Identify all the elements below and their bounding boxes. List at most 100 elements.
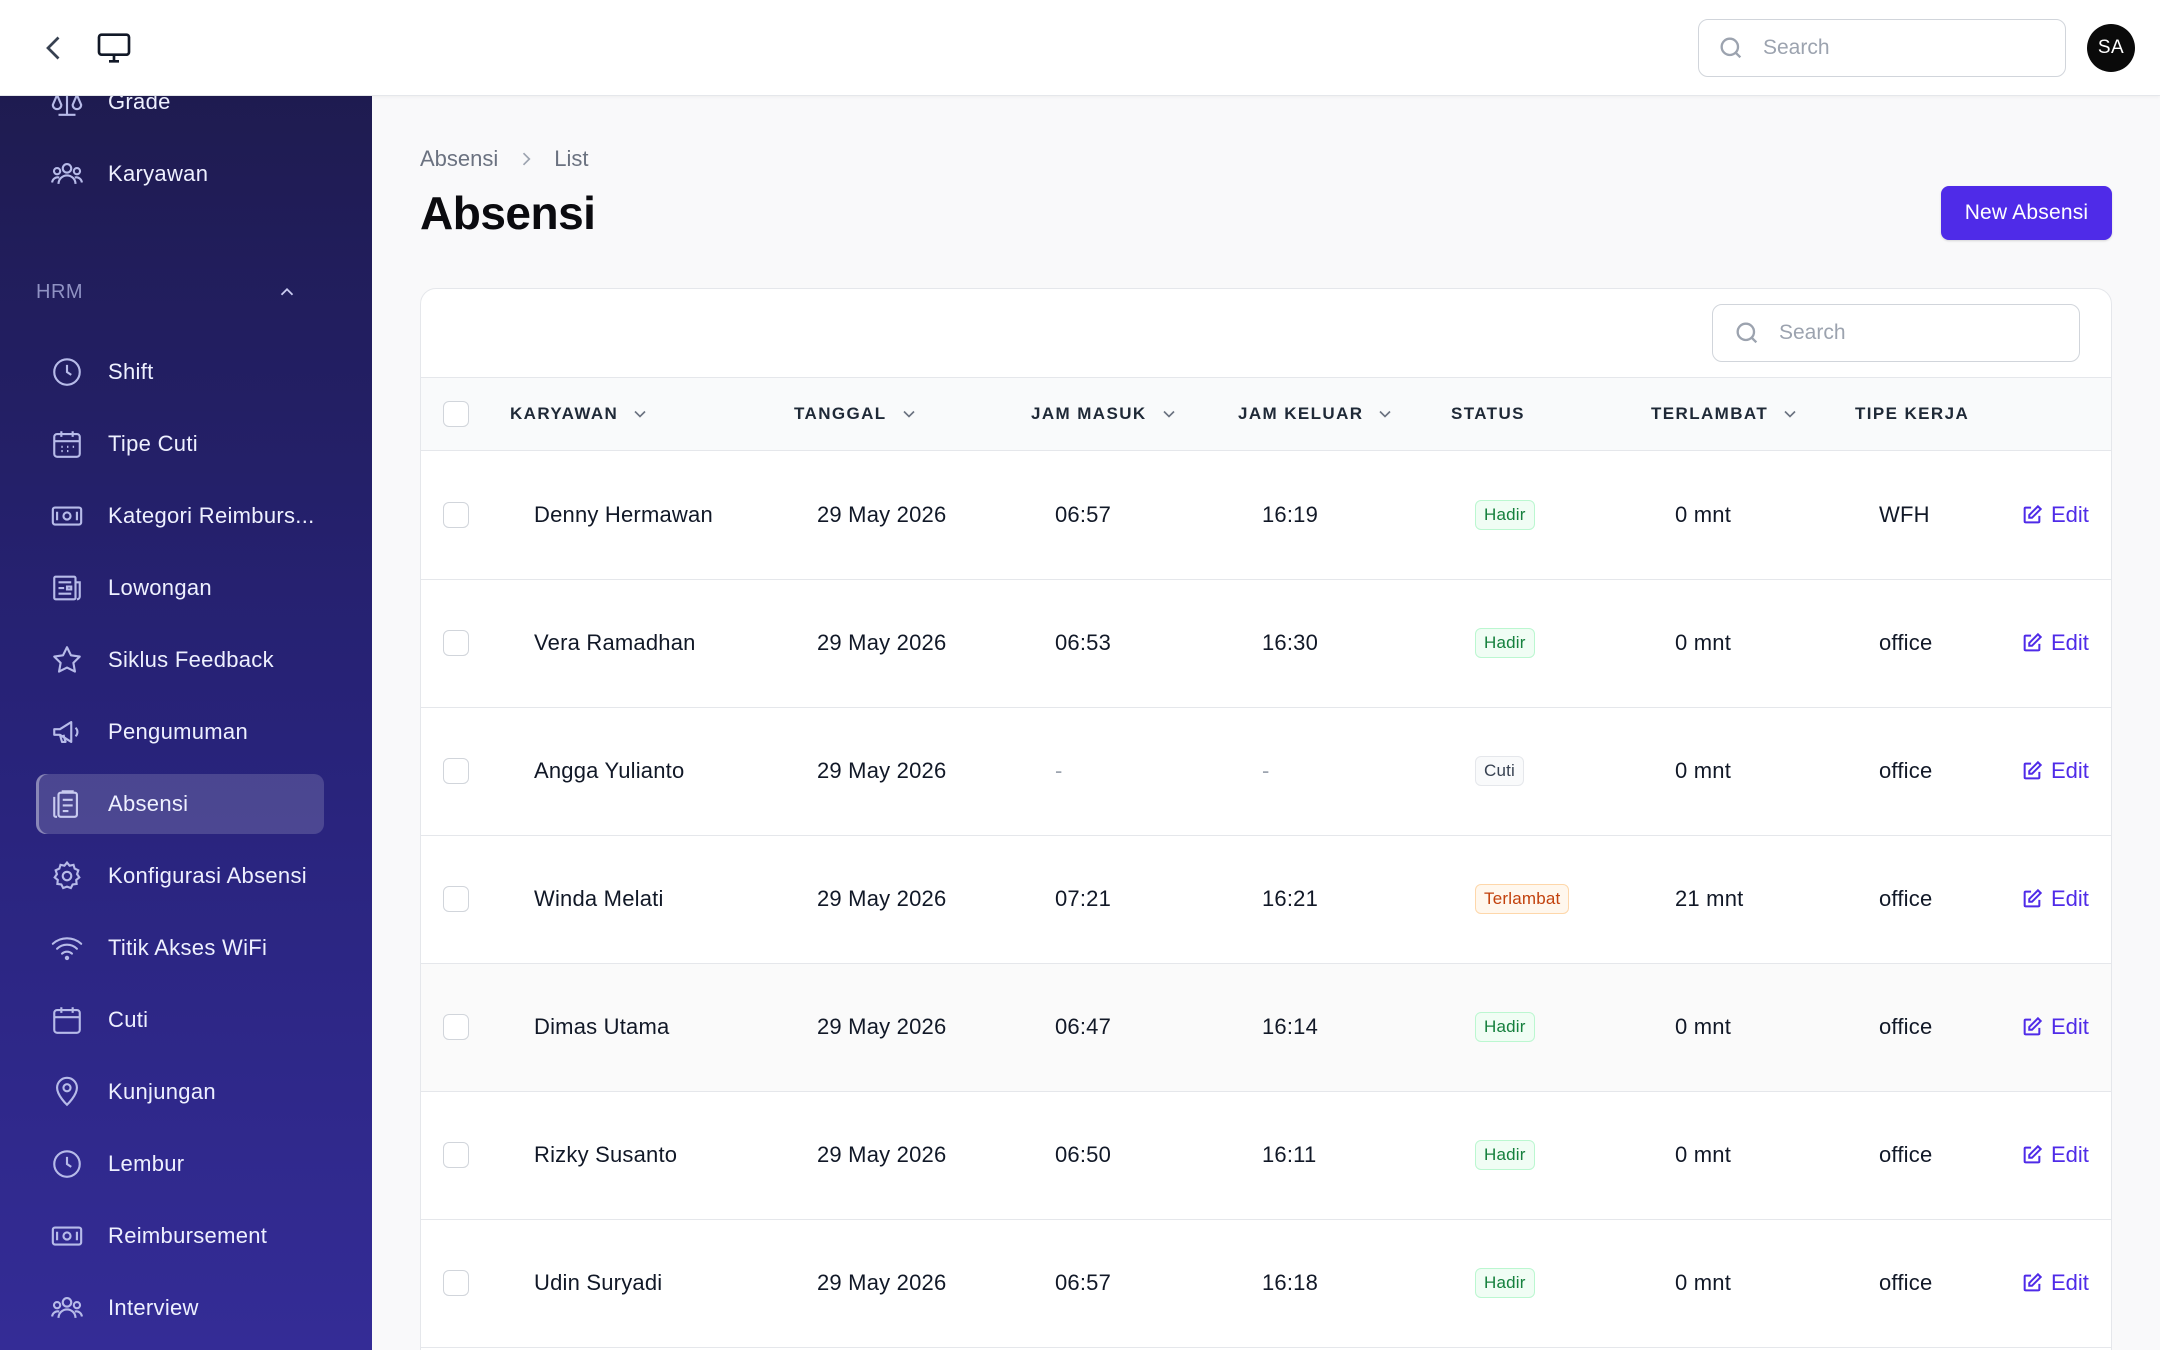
new-absensi-button[interactable]: New Absensi <box>1941 186 2112 240</box>
sidebar: Grade Karyawan HRM Shift Tipe Cuti Kateg… <box>0 0 372 1350</box>
table-search-input[interactable] <box>1779 321 2039 345</box>
cell-tipe-kerja: office <box>1879 1270 1933 1295</box>
status-badge: Terlambat <box>1475 884 1570 914</box>
cell-jam-keluar: 16:14 <box>1262 1014 1319 1039</box>
sidebar-item-lowongan[interactable]: Lowongan <box>36 558 324 618</box>
cell-jam-masuk: 07:21 <box>1055 886 1112 911</box>
sidebar-item-cuti[interactable]: Cuti <box>36 990 324 1050</box>
cell-status: Hadir <box>1475 452 1535 578</box>
monitor-icon[interactable] <box>94 28 134 68</box>
edit-label: Edit <box>2051 886 2089 911</box>
cell-jam-masuk: - <box>1055 758 1063 783</box>
chevron-down-icon <box>1375 404 1395 424</box>
sidebar-item-label: Shift <box>108 359 154 384</box>
sidebar-item-titik-akses-wifi[interactable]: Titik Akses WiFi <box>36 918 324 978</box>
cell-terlambat: 0 mnt <box>1675 502 1732 527</box>
row-checkbox[interactable] <box>443 1142 469 1168</box>
sidebar-item-tipe-cuti[interactable]: Tipe Cuti <box>36 414 324 474</box>
cell-jam-masuk: 06:47 <box>1055 1014 1112 1039</box>
edit-icon <box>2021 760 2043 782</box>
edit-icon <box>2021 504 2043 526</box>
edit-icon <box>2021 1144 2043 1166</box>
cell-karyawan: Dimas Utama <box>534 1014 670 1039</box>
edit-link[interactable]: Edit <box>2021 452 2089 578</box>
status-badge: Hadir <box>1475 1012 1535 1042</box>
row-checkbox[interactable] <box>443 630 469 656</box>
column-header-jam-masuk[interactable]: JAM MASUK <box>1031 378 1179 450</box>
cell-tanggal: 29 May 2026 <box>817 1142 947 1167</box>
users-icon <box>50 157 84 191</box>
table-row[interactable]: Udin Suryadi 29 May 2026 06:57 16:18 Hadir 0 … <box>421 1220 2111 1348</box>
edit-link[interactable]: Edit <box>2021 1092 2089 1218</box>
cell-tanggal: 29 May 2026 <box>817 758 947 783</box>
row-checkbox[interactable] <box>443 758 469 784</box>
global-search-input[interactable] <box>1763 36 2023 60</box>
table-row[interactable]: Winda Melati 29 May 2026 07:21 16:21 Terlamb… <box>421 836 2111 964</box>
sidebar-item-lembur[interactable]: Lembur <box>36 1134 324 1194</box>
cell-tipe-kerja: office <box>1879 630 1933 655</box>
sidebar-item-label: Reimbursement <box>108 1223 268 1248</box>
edit-icon <box>2021 1016 2043 1038</box>
edit-link[interactable]: Edit <box>2021 836 2089 962</box>
status-badge: Hadir <box>1475 500 1535 530</box>
cell-status: Hadir <box>1475 1092 1535 1218</box>
sidebar-item-interview[interactable]: Interview <box>36 1278 324 1338</box>
cell-karyawan: Vera Ramadhan <box>534 630 696 655</box>
sidebar-item-absensi[interactable]: Absensi <box>36 774 324 834</box>
cell-tanggal: 29 May 2026 <box>817 886 947 911</box>
column-header-jam-keluar[interactable]: JAM KELUAR <box>1238 378 1395 450</box>
cell-tipe-kerja: WFH <box>1879 502 1930 527</box>
column-header-label: JAM KELUAR <box>1238 404 1364 423</box>
sidebar-item-pengumuman[interactable]: Pengumuman <box>36 702 324 762</box>
row-checkbox[interactable] <box>443 1014 469 1040</box>
chevron-right-icon <box>516 149 536 169</box>
sidebar-item-shift[interactable]: Shift <box>36 342 324 402</box>
cell-tipe-kerja: office <box>1879 1014 1933 1039</box>
row-checkbox[interactable] <box>443 502 469 528</box>
cell-terlambat: 0 mnt <box>1675 1142 1732 1167</box>
edit-link[interactable]: Edit <box>2021 708 2089 834</box>
page-title: Absensi <box>420 187 596 239</box>
cell-tipe-kerja: office <box>1879 886 1933 911</box>
breadcrumb-parent[interactable]: Absensi <box>420 146 499 171</box>
breadcrumb-current: List <box>554 146 589 171</box>
edit-link[interactable]: Edit <box>2021 1220 2089 1346</box>
sidebar-item-siklus-feedback[interactable]: Siklus Feedback <box>36 630 324 690</box>
sidebar-item-kunjungan[interactable]: Kunjungan <box>36 1062 324 1122</box>
users-icon <box>50 1291 84 1325</box>
sidebar-item-reimbursement[interactable]: Reimbursement <box>36 1206 324 1266</box>
select-all-checkbox[interactable] <box>443 401 469 427</box>
chevron-down-icon <box>899 404 919 424</box>
sidebar-item-label: Lembur <box>108 1151 185 1176</box>
edit-label: Edit <box>2051 630 2089 655</box>
table-row[interactable]: Dimas Utama 29 May 2026 06:47 16:14 Hadir 0 m… <box>421 964 2111 1092</box>
table-row[interactable]: Rizky Susanto 29 May 2026 06:50 16:11 Hadir 0… <box>421 1092 2111 1220</box>
edit-link[interactable]: Edit <box>2021 580 2089 706</box>
back-chevron-icon[interactable] <box>36 30 72 66</box>
sidebar-item-kategori-reimbursement[interactable]: Kategori Reimburs... <box>36 486 324 546</box>
column-header-terlambat[interactable]: TERLAMBAT <box>1651 378 1800 450</box>
table-row[interactable]: Vera Ramadhan 29 May 2026 06:53 16:30 Hadir 0… <box>421 580 2111 708</box>
column-header-tanggal[interactable]: TANGGAL <box>794 378 919 450</box>
table-search[interactable] <box>1712 304 2080 362</box>
table-row[interactable]: Angga Yulianto 29 May 2026 - - Cuti 0 mnt offi… <box>421 708 2111 836</box>
megaphone-icon <box>50 715 84 749</box>
cell-terlambat: 0 mnt <box>1675 630 1732 655</box>
avatar[interactable]: SA <box>2087 24 2135 72</box>
column-header-karyawan[interactable]: KARYAWAN <box>510 378 650 450</box>
cell-status: Terlambat <box>1475 836 1570 962</box>
cash-icon <box>50 1219 84 1253</box>
row-checkbox[interactable] <box>443 1270 469 1296</box>
edit-label: Edit <box>2051 1014 2089 1039</box>
sidebar-item-karyawan[interactable]: Karyawan <box>36 144 324 204</box>
row-checkbox[interactable] <box>443 886 469 912</box>
table-row[interactable]: Denny Hermawan 29 May 2026 06:57 16:19 Hadir… <box>421 452 2111 580</box>
sidebar-item-konfigurasi-absensi[interactable]: Konfigurasi Absensi <box>36 846 324 906</box>
sidebar-group-hrm[interactable]: HRM <box>36 276 298 308</box>
global-search[interactable] <box>1698 19 2066 77</box>
clock-icon <box>50 1147 84 1181</box>
column-header-tipe-kerja: TIPE KERJA <box>1855 378 1969 450</box>
edit-link[interactable]: Edit <box>2021 964 2089 1090</box>
chevron-down-icon <box>1780 404 1800 424</box>
cell-terlambat: 21 mnt <box>1675 886 1744 911</box>
